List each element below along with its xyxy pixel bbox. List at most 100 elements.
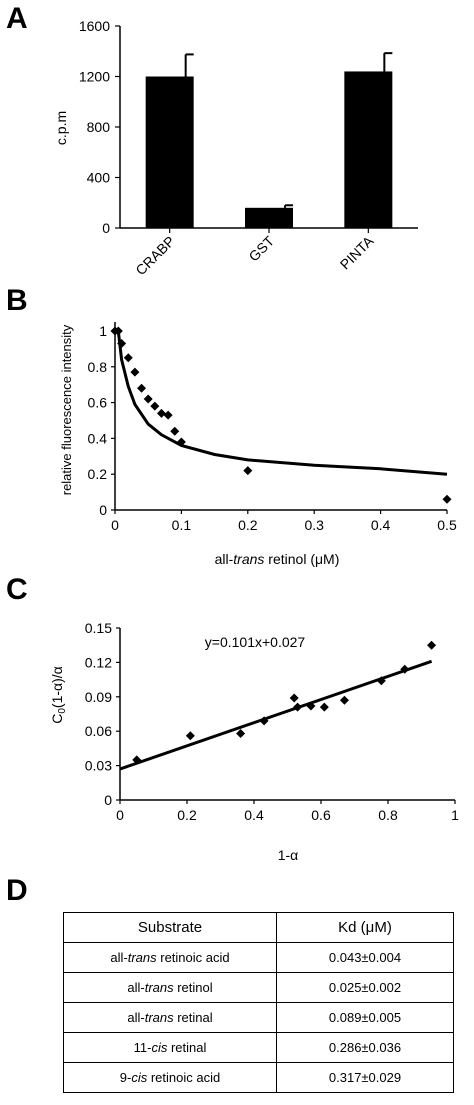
bar-pinta [344, 71, 393, 228]
y-tick-label: 0.09 [85, 689, 112, 705]
substrate-italic: cis [151, 1040, 168, 1055]
data-point [339, 695, 349, 705]
kd-cell: 0.317±0.029 [276, 1062, 454, 1093]
data-point [113, 326, 123, 336]
data-point [176, 437, 186, 447]
y-tick-label: 400 [87, 170, 111, 186]
y-axis-label: C0(1-α)/α [49, 666, 68, 724]
data-point [130, 367, 140, 377]
substrate-part: 11- [133, 1040, 152, 1055]
x-tick-label: 0.4 [371, 517, 391, 533]
kd-table: Substrate Kd (μM) all-trans retinoic aci… [63, 912, 454, 1093]
x-tick-label: 0.5 [437, 517, 457, 533]
bar-chart-cpm: c.p.m 0 400 800 1200 1600 CRABP GST PINTA [53, 18, 418, 278]
y-axis-label-part: (1-α)/α [49, 666, 65, 708]
substrate-part: all- [127, 1010, 145, 1025]
data-point [137, 383, 147, 393]
substrate-italic: trans [144, 1010, 174, 1025]
table-row: 11-cis retinal 0.286±0.036 [63, 1032, 454, 1063]
kd-cell: 0.043±0.004 [276, 942, 454, 973]
substrate-part: retinol [173, 980, 213, 995]
data-point [427, 640, 437, 650]
y-tick-label: 0.12 [85, 654, 112, 670]
data-point [259, 716, 269, 726]
substrate-part: 9- [119, 1070, 132, 1085]
column-header-substrate: Substrate [63, 912, 277, 943]
panel-letter-d: D [6, 874, 28, 907]
table-row: 9-cis retinoic acid 0.317±0.029 [63, 1062, 454, 1093]
x-axis-label-part: all- [215, 551, 234, 567]
x-axis-label-italic: trans [233, 551, 264, 567]
fit-line [119, 659, 433, 771]
kd-cell: 0.089±0.005 [276, 1002, 454, 1033]
substrate-part: retinal [173, 1010, 213, 1025]
data-point [123, 353, 133, 363]
substrate-cell: 11-cis retinal [63, 1032, 277, 1063]
y-axis-label: relative fluorescence intensity [59, 324, 74, 495]
y-tick-label: 800 [87, 119, 111, 135]
x-tick-label: CRABP [132, 233, 177, 278]
substrate-part: retinoic acid [147, 1070, 221, 1085]
data-point [150, 401, 160, 411]
data-point [170, 426, 180, 436]
substrate-italic: trans [127, 950, 157, 965]
table-row: all-trans retinol 0.025±0.002 [63, 972, 454, 1003]
table-header-row: Substrate Kd (μM) [63, 912, 454, 943]
y-tick-label: 0 [99, 502, 107, 518]
x-tick-label: 0.4 [244, 807, 264, 823]
data-point [442, 494, 452, 504]
data-point [293, 702, 303, 712]
panel-letter-a: A [6, 2, 28, 35]
y-tick-label: 0.2 [88, 466, 108, 482]
data-point [319, 702, 329, 712]
substrate-part: retinoic acid [156, 950, 230, 965]
fit-line [116, 330, 448, 476]
data-point [236, 728, 246, 738]
substrate-cell: 9-cis retinoic acid [63, 1062, 277, 1093]
y-axis-label: c.p.m [53, 111, 69, 145]
x-tick-label: PINTA [337, 232, 377, 272]
bar-gst [245, 207, 293, 228]
y-tick-label: 1200 [79, 69, 110, 85]
y-tick-label: 0.06 [85, 723, 112, 739]
x-tick-label: 0.3 [304, 517, 324, 533]
scatter-chart-linear-fit: C0(1-α)/α 1-α y=0.101x+0.027 00.030.060.… [49, 620, 459, 863]
data-point [376, 676, 386, 686]
y-axis-label-subscript: 0 [57, 708, 68, 714]
x-tick-label: 0 [111, 517, 119, 533]
substrate-part: retinal [167, 1040, 207, 1055]
data-point [400, 664, 410, 674]
data-point [289, 693, 299, 703]
y-tick-label: 0.8 [88, 359, 108, 375]
x-tick-label: 0.6 [311, 807, 331, 823]
x-tick-label: 0.1 [172, 517, 192, 533]
x-axis-label-part: retinol (μM) [264, 551, 339, 567]
data-point [243, 466, 253, 476]
y-tick-label: 0.6 [88, 395, 108, 411]
data-point [185, 731, 195, 741]
data-point [143, 394, 153, 404]
data-point [306, 701, 316, 711]
table-row: all-trans retinal 0.089±0.005 [63, 1002, 454, 1033]
substrate-cell: all-trans retinoic acid [63, 942, 277, 973]
x-tick-label: GST [245, 232, 277, 264]
data-point [163, 410, 173, 420]
fit-equation: y=0.101x+0.027 [205, 634, 306, 650]
scatter-chart-fluorescence: relative fluorescence intensity all-tran… [59, 322, 457, 567]
column-header-kd: Kd (μM) [276, 912, 454, 943]
substrate-part: all- [127, 980, 145, 995]
substrate-cell: all-trans retinol [63, 972, 277, 1003]
substrate-italic: trans [144, 980, 174, 995]
kd-cell: 0.025±0.002 [276, 972, 454, 1003]
kd-cell: 0.286±0.036 [276, 1032, 454, 1063]
data-point [117, 338, 127, 348]
panel-letter-c: C [6, 573, 28, 606]
x-tick-label: 0.2 [177, 807, 197, 823]
data-point [132, 755, 142, 765]
y-tick-label: 1 [99, 323, 107, 339]
y-tick-label: 0.15 [85, 620, 112, 636]
substrate-cell: all-trans retinal [63, 1002, 277, 1033]
panel-letter-b: B [6, 284, 28, 317]
bar-crabp [145, 76, 194, 228]
x-tick-label: 0.8 [378, 807, 398, 823]
